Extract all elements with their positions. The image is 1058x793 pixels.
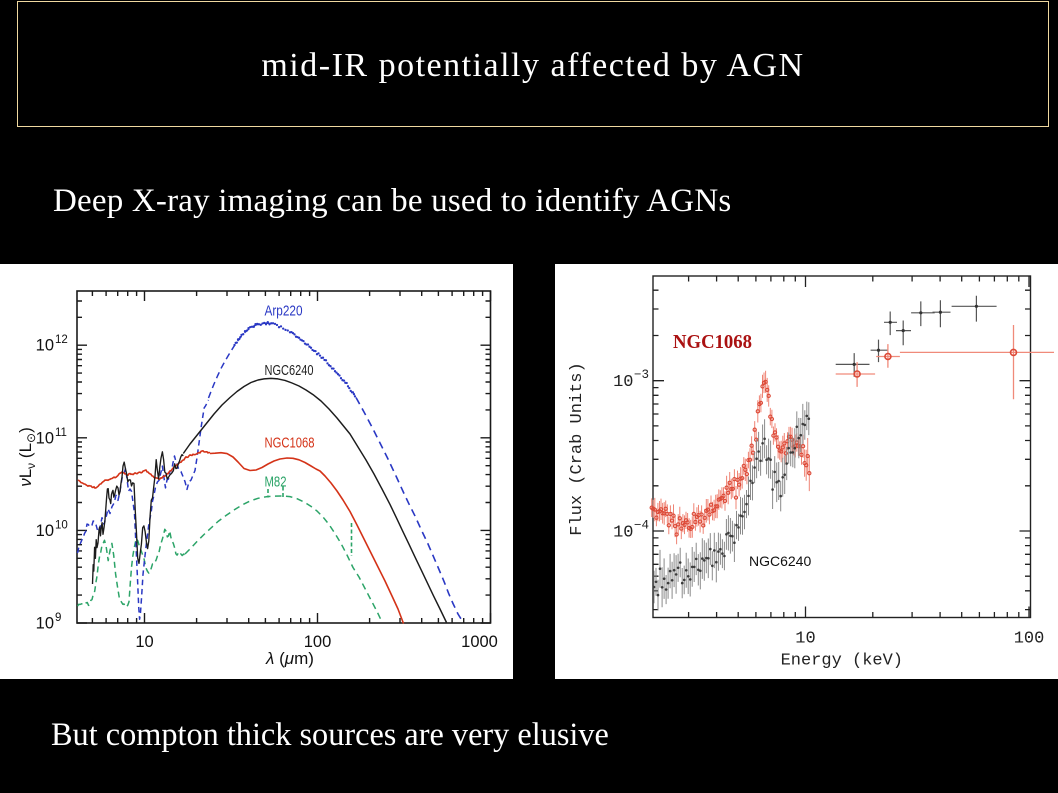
svg-text:10: 10	[135, 633, 153, 651]
svg-text:100: 100	[304, 633, 332, 651]
svg-text:1000: 1000	[461, 633, 498, 651]
svg-text:NGC6240: NGC6240	[749, 553, 811, 569]
svg-text:10: 10	[795, 630, 815, 649]
svg-text:10: 10	[613, 373, 633, 392]
svg-text:Flux (Crab Units): Flux (Crab Units)	[568, 362, 587, 535]
svg-text:−3: −3	[634, 368, 649, 382]
svg-text:Arp220: Arp220	[265, 304, 303, 320]
svg-text:λ (μm): λ (μm)	[265, 649, 314, 668]
svg-text:Energy (keV): Energy (keV)	[781, 652, 903, 671]
svg-text:NGC1068: NGC1068	[265, 436, 315, 452]
svg-text:10: 10	[55, 519, 68, 531]
svg-text:NGC1068: NGC1068	[673, 331, 752, 353]
svg-text:12: 12	[55, 334, 68, 346]
svg-text:10: 10	[36, 429, 54, 447]
svg-text:10: 10	[613, 524, 633, 543]
svg-text:M82: M82	[265, 475, 287, 491]
svg-text:10: 10	[36, 615, 54, 633]
svg-text:100: 100	[1014, 630, 1045, 649]
svg-text:10: 10	[36, 522, 54, 540]
svg-text:−4: −4	[634, 519, 649, 533]
svg-text:10: 10	[36, 337, 54, 355]
svg-text:9: 9	[55, 612, 61, 624]
svg-text:11: 11	[55, 427, 67, 439]
svg-text:NGC6240: NGC6240	[265, 363, 314, 379]
